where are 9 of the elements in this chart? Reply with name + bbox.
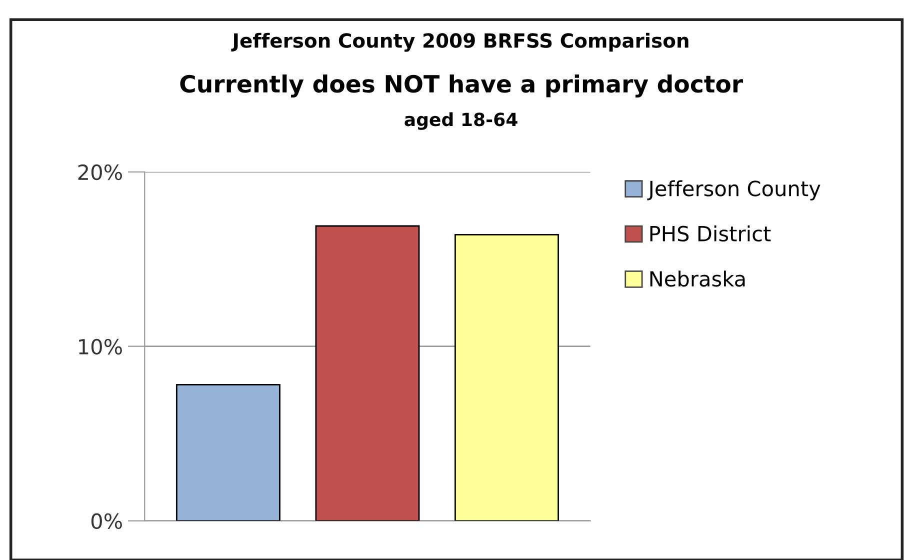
y-tick-label: 0% — [91, 513, 122, 530]
y-tick-label: 10% — [79, 338, 122, 355]
text: aged 18-64 — [404, 112, 518, 130]
y-tick-label: 20% — [78, 164, 122, 180]
chart-subtitle: Currently does NOT have a primary doctor — [180, 74, 743, 98]
legend-label: Jefferson County — [647, 180, 820, 200]
legend-label: PHS District — [650, 225, 771, 242]
chart-title: Jefferson County 2009 BRFSS Comparison — [231, 32, 688, 52]
legend-label: Nebraska — [650, 270, 745, 287]
